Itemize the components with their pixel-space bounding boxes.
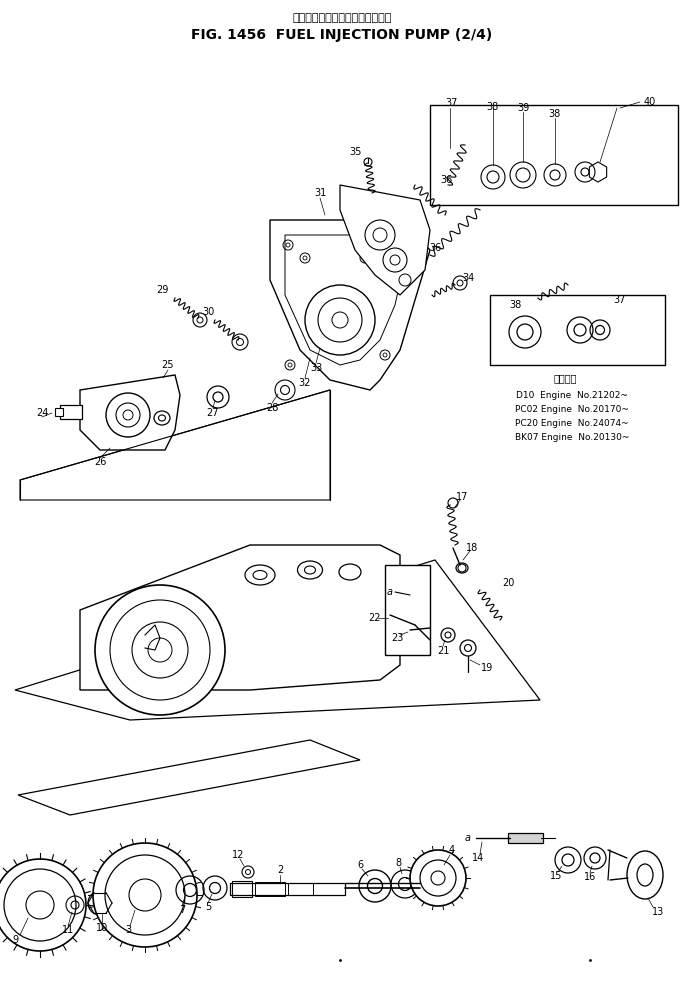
Bar (255, 882, 285, 896)
Text: 19: 19 (481, 663, 493, 673)
Circle shape (305, 285, 375, 355)
Text: 24: 24 (36, 408, 48, 418)
Polygon shape (340, 185, 430, 295)
Text: 8: 8 (395, 858, 401, 868)
Text: 4: 4 (449, 845, 455, 855)
Text: a: a (387, 587, 393, 597)
Bar (490, 295, 665, 365)
Text: 18: 18 (466, 543, 478, 553)
Text: 14: 14 (472, 853, 484, 863)
Text: 11: 11 (62, 925, 74, 935)
Text: フェエルインジェクションポンプ: フェエルインジェクションポンプ (292, 13, 392, 23)
Text: 5: 5 (205, 902, 211, 912)
Text: 6: 6 (357, 860, 363, 870)
Text: 適用号機: 適用号機 (553, 373, 577, 383)
Text: 21: 21 (437, 646, 449, 656)
Text: 10: 10 (96, 923, 108, 933)
Text: 23: 23 (391, 633, 403, 643)
Bar (232, 881, 252, 897)
Text: 38: 38 (486, 102, 498, 112)
Bar (55, 408, 63, 416)
Text: 7: 7 (179, 905, 185, 915)
Circle shape (410, 850, 466, 906)
Text: 25: 25 (162, 360, 174, 370)
Bar (430, 105, 678, 205)
Polygon shape (80, 375, 180, 450)
Text: 30: 30 (202, 307, 214, 317)
Text: 37: 37 (446, 98, 458, 108)
Text: BK07 Engine  No.20130~: BK07 Engine No.20130~ (515, 432, 630, 441)
Text: 38: 38 (509, 300, 521, 310)
Text: PC20 Engine  No.24074~: PC20 Engine No.24074~ (515, 418, 629, 427)
Text: 34: 34 (462, 273, 474, 283)
Text: 38: 38 (548, 109, 560, 119)
Text: 35: 35 (350, 147, 362, 157)
Text: D10  Engine  No.21202~: D10 Engine No.21202~ (516, 391, 628, 400)
Text: 27: 27 (207, 408, 219, 418)
Text: 2: 2 (277, 865, 283, 875)
Text: 16: 16 (584, 872, 596, 882)
Text: 39: 39 (517, 103, 529, 113)
Text: 12: 12 (232, 850, 244, 860)
Circle shape (0, 859, 86, 951)
Polygon shape (270, 220, 430, 390)
Text: 20: 20 (502, 578, 514, 588)
Text: a: a (465, 833, 471, 843)
Text: 31: 31 (314, 188, 326, 198)
Text: 22: 22 (369, 613, 382, 623)
Text: 36: 36 (429, 243, 441, 253)
Polygon shape (285, 235, 405, 365)
Bar (60, 405, 82, 419)
Text: 17: 17 (456, 492, 468, 502)
Text: 15: 15 (550, 871, 562, 881)
Bar (230, 883, 345, 895)
Text: 26: 26 (94, 457, 106, 467)
Text: PC02 Engine  No.20170~: PC02 Engine No.20170~ (515, 405, 629, 413)
Text: 28: 28 (266, 403, 278, 413)
Text: 37: 37 (614, 295, 626, 305)
Polygon shape (80, 545, 400, 690)
Bar (508, 833, 543, 843)
Text: 9: 9 (12, 935, 18, 945)
Circle shape (93, 843, 197, 947)
Text: 40: 40 (644, 97, 656, 107)
Text: 13: 13 (652, 907, 664, 917)
Circle shape (95, 585, 225, 715)
Bar (385, 565, 430, 655)
Text: 33: 33 (310, 363, 322, 373)
Text: 32: 32 (299, 378, 311, 388)
Text: 36: 36 (440, 175, 452, 185)
Text: 29: 29 (155, 285, 169, 295)
Text: 3: 3 (125, 925, 131, 935)
Bar (288, 883, 313, 895)
Text: FIG. 1456  FUEL INJECTION PUMP (2/4): FIG. 1456 FUEL INJECTION PUMP (2/4) (191, 28, 493, 42)
